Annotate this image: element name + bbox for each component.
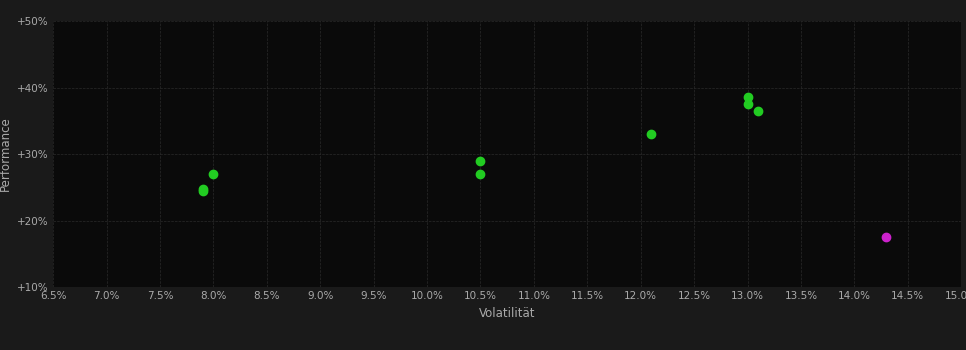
- Point: [472, 158, 488, 163]
- Point: [879, 234, 895, 240]
- Point: [740, 102, 755, 107]
- Point: [206, 171, 221, 177]
- Point: [740, 94, 755, 100]
- Point: [751, 108, 766, 114]
- Y-axis label: Performance: Performance: [0, 117, 12, 191]
- Point: [643, 131, 659, 137]
- X-axis label: Volatilität: Volatilität: [479, 307, 535, 320]
- Point: [195, 188, 211, 194]
- Point: [195, 186, 211, 191]
- Point: [472, 171, 488, 177]
